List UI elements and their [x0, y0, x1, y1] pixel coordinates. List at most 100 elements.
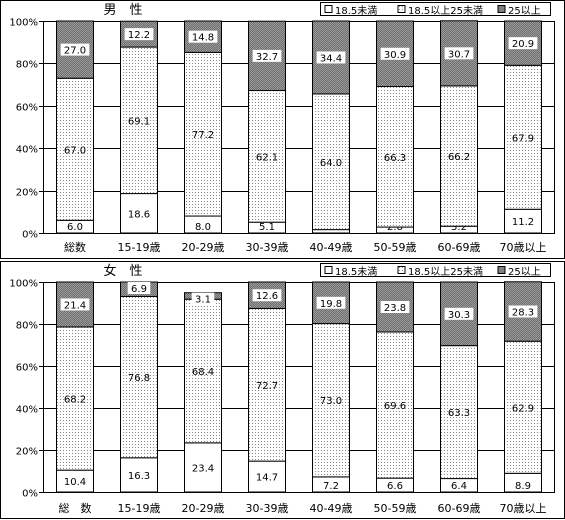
data-label: 63.3: [448, 408, 470, 419]
data-label: 14.7: [256, 473, 278, 484]
data-label: 19.8: [320, 299, 342, 310]
legend-label: 18.5未満: [335, 5, 377, 17]
data-label-bg: [316, 51, 346, 64]
y-tick-label: 80%: [16, 60, 38, 71]
legend-swatch: [397, 266, 406, 274]
legend-swatch: [324, 266, 333, 274]
legend-box: [320, 2, 551, 16]
x-tick-label: 40-49歳: [310, 241, 353, 254]
x-tick-label: 70歳以上: [500, 502, 547, 515]
bar-segment: [56, 326, 94, 471]
data-label-bg: [252, 49, 282, 62]
data-label: 67.0: [64, 145, 86, 156]
legend-swatch: [324, 5, 333, 13]
x-tick-label: 50-59歳: [374, 241, 417, 254]
data-label: 10.4: [64, 477, 86, 488]
bar-segment: [184, 442, 222, 493]
data-label-bg: [508, 305, 538, 318]
data-label: 11.2: [512, 217, 534, 228]
bar-segment: [184, 51, 222, 217]
data-label: 21.4: [64, 300, 86, 311]
data-label: 23.8: [384, 303, 406, 314]
data-label: 7.2: [323, 481, 339, 492]
legend-box: [320, 263, 551, 277]
bar-segment: [248, 307, 286, 462]
bar-segment: [504, 64, 542, 210]
x-tick-label: 70歳以上: [500, 241, 547, 254]
x-tick-label: 総数: [64, 240, 86, 254]
x-tick-label: 30-39歳: [246, 502, 289, 515]
data-label: 67.9: [512, 133, 534, 144]
data-label: 16.3: [128, 471, 150, 482]
data-label: 12.6: [256, 291, 278, 302]
bar-segment: [120, 46, 158, 195]
data-label-bg: [60, 298, 90, 311]
legend: 18.5未満 18.5以上25未満 25以上: [320, 2, 551, 17]
legend-label: 18.5以上25未満: [408, 5, 483, 17]
data-label: 3.2: [451, 222, 467, 233]
data-label: 72.7: [256, 381, 278, 392]
legend-swatch: [497, 266, 506, 274]
data-label: 3.1: [195, 295, 211, 306]
bar-segment: [376, 331, 414, 479]
x-tick-label: 15-19歳: [118, 502, 161, 515]
chart-panel-1: 0% 20% 40% 60% 80% 100% 6.0 67.0 27.0 総数 18.6 69.1 1…: [0, 0, 565, 259]
data-label: 6.4: [451, 481, 467, 492]
x-tick-label: 40-49歳: [310, 502, 353, 515]
legend-label: 18.5以上25未満: [408, 266, 483, 278]
data-label-bg: [191, 292, 215, 305]
data-label: 62.1: [256, 152, 278, 163]
data-label: 18.6: [128, 209, 150, 220]
data-label-bg: [444, 47, 474, 60]
data-label: 69.1: [128, 116, 150, 127]
legend: 18.5未満 18.5以上25未満 25以上: [320, 263, 551, 278]
legend-swatch: [397, 5, 406, 13]
legend-label: 25以上: [508, 266, 541, 278]
x-tick-label: 60-69歳: [438, 502, 481, 515]
data-label: 68.4: [192, 367, 214, 378]
data-label: 68.2: [64, 395, 86, 406]
data-label: 66.3: [384, 153, 406, 164]
data-label: 73.0: [320, 396, 342, 407]
data-label: 77.2: [192, 130, 214, 141]
data-label: 34.4: [320, 53, 342, 64]
chart-title: 男 性: [103, 3, 142, 18]
data-label: 64.0: [320, 158, 342, 169]
data-label-bg: [127, 282, 151, 294]
data-label: 30.9: [384, 50, 406, 61]
y-tick-label: 0%: [22, 230, 38, 241]
x-tick-label: 20-29歳: [182, 241, 225, 254]
data-label: 27.0: [64, 46, 86, 57]
x-tick-label: 総 数: [59, 501, 92, 515]
data-label: 62.9: [512, 403, 534, 414]
y-tick-label: 80%: [16, 321, 38, 332]
y-tick-label: 40%: [16, 145, 38, 156]
data-label: 69.6: [384, 401, 406, 412]
data-label-bg: [380, 300, 410, 313]
bar-segment: [184, 298, 222, 444]
data-label-bg: [124, 28, 154, 41]
data-label: 14.8: [192, 33, 214, 44]
data-label: 12.2: [128, 30, 150, 41]
bar-segment: [120, 457, 158, 493]
data-label-bg: [508, 37, 538, 50]
y-tick-label: 40%: [16, 405, 38, 416]
data-label: 32.7: [256, 52, 278, 63]
bar-segment: [120, 193, 158, 234]
data-label: 30.3: [448, 310, 470, 321]
data-label: 6.0: [67, 222, 83, 233]
y-tick-label: 60%: [16, 363, 38, 374]
data-label: 8.0: [195, 222, 211, 233]
data-label-bg: [444, 307, 474, 320]
data-label: 5.1: [259, 222, 275, 233]
x-tick-label: 20-29歳: [182, 502, 225, 515]
legend-label: 18.5未満: [335, 266, 377, 278]
y-tick-label: 100%: [9, 279, 38, 290]
data-label-bg: [380, 47, 410, 60]
data-label: 66.2: [448, 152, 470, 163]
y-tick-label: 100%: [9, 18, 38, 29]
data-label: 23.4: [192, 463, 214, 474]
data-label: 20.9: [512, 39, 534, 50]
bar-segment: [312, 93, 350, 231]
